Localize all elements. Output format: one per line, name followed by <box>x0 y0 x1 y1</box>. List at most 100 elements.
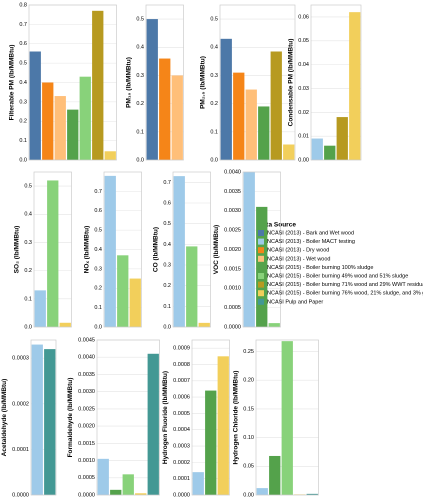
y-tick-label: 0.0030 <box>78 389 95 395</box>
bar <box>270 51 282 160</box>
bar <box>104 175 116 327</box>
y-tick-label: 0.5 <box>24 184 32 190</box>
y-tick-label: 0.0009 <box>173 346 190 352</box>
y-tick-label: 0.0040 <box>78 355 95 361</box>
y-axis-title: PM₂.₅ (lb/MMBtu) <box>199 56 206 109</box>
legend-label: NCASI (2015) - Boiler burning 76% wood, … <box>267 291 423 297</box>
y-axis-title: Filterable PM (lb/MMBtu) <box>8 45 15 121</box>
legend-swatch <box>258 298 264 305</box>
bar <box>256 488 268 495</box>
y-tick-label: 0.0 <box>24 324 32 330</box>
y-axis-title: PM₁₀ (lb/MMBtu) <box>125 57 132 108</box>
y-axis-title: Hydrogen Chloride (lb/MMBtu) <box>232 371 239 465</box>
bar <box>311 138 323 160</box>
y-tick-label: 0.0002 <box>173 460 190 466</box>
legend-label: NCASI (2013) - Bark and Wet wood <box>267 230 354 236</box>
bar <box>47 180 59 327</box>
y-tick-label: 0.5 <box>163 221 171 227</box>
bar <box>198 322 210 327</box>
y-tick-label: 0.0005 <box>173 411 190 417</box>
y-tick-label: 0.0025 <box>78 406 95 412</box>
legend-label: NCASI Pulp and Paper <box>267 299 323 305</box>
y-tick-label: 0.0004 <box>173 427 190 433</box>
legend-swatch <box>258 255 264 262</box>
y-tick-label: 0.0 <box>163 324 171 330</box>
y-tick-label: 0.0007 <box>173 378 190 384</box>
y-tick-label: 0.0015 <box>78 441 95 447</box>
plot-frame <box>145 4 184 161</box>
y-tick-label: 0.15 <box>243 406 254 412</box>
y-tick-label: 0.7 <box>19 22 27 28</box>
plot-frame <box>30 339 57 496</box>
bar <box>110 489 122 495</box>
y-axis-title: NOₓ (lb/MMBtu) <box>83 226 90 274</box>
bar <box>324 145 336 160</box>
y-tick-label: 0.5 <box>94 228 102 234</box>
y-tick-label: 0.3 <box>136 73 144 79</box>
y-tick-label: 0.0020 <box>224 247 241 253</box>
bar <box>186 246 198 327</box>
y-tick-label: 0.0015 <box>224 266 241 272</box>
y-tick-label: 0.0006 <box>173 395 190 401</box>
y-tick-label: 0.3 <box>94 266 102 272</box>
y-axis-title: VOC (lb/MMBtu) <box>213 225 220 274</box>
y-tick-label: 0.6 <box>94 208 102 214</box>
bar <box>306 493 318 495</box>
y-tick-label: 0.0010 <box>78 458 95 464</box>
y-tick-label: 0.0003 <box>173 444 190 450</box>
bar <box>281 341 293 495</box>
legend-swatch <box>258 230 264 236</box>
y-tick-label: 0.0045 <box>78 337 95 343</box>
y-tick-label: 0.3 <box>163 262 171 268</box>
y-tick-label: 0.25 <box>243 349 254 355</box>
y-tick-label: 0.2 <box>210 101 218 107</box>
bar <box>147 353 159 495</box>
y-tick-label: 0.6 <box>163 200 171 206</box>
y-tick-label: 0.0000 <box>12 492 29 498</box>
y-tick-label: 0.0 <box>94 324 102 330</box>
y-tick-label: 0.02 <box>298 110 309 116</box>
bar <box>233 72 245 160</box>
y-tick-label: 0.1 <box>24 296 32 302</box>
legend-swatch <box>258 247 264 254</box>
plot-frame <box>219 4 296 161</box>
bar <box>269 455 281 495</box>
bar <box>268 323 280 327</box>
y-tick-label: 0.0005 <box>224 305 241 311</box>
y-tick-label: 0.5 <box>210 17 218 23</box>
y-tick-label: 0.0000 <box>173 492 190 498</box>
y-tick-label: 0.0005 <box>78 475 95 481</box>
bar <box>129 278 141 327</box>
y-tick-label: 0.3 <box>24 240 32 246</box>
bar <box>59 322 71 327</box>
y-tick-label: 0.5 <box>136 17 144 23</box>
y-tick-label: 0.4 <box>94 247 102 253</box>
y-tick-label: 0.0 <box>136 157 144 163</box>
y-tick-label: 0.1 <box>19 138 27 144</box>
plot-frame <box>103 171 142 328</box>
y-axis-title: Formaldehyde (lb/MMBtu) <box>67 378 74 458</box>
y-tick-label: 0.01 <box>298 134 309 140</box>
bar <box>159 58 171 160</box>
y-tick-label: 0.0 <box>210 157 218 163</box>
bar <box>97 458 109 495</box>
y-tick-label: 0.0010 <box>224 286 241 292</box>
plot-frame <box>242 171 281 328</box>
y-tick-label: 0.2 <box>163 283 171 289</box>
plot-frame <box>172 171 211 328</box>
y-axis-title: SO₂ (lb/MMBtu) <box>13 226 20 274</box>
plot-frame <box>310 4 362 161</box>
legend-label: NCASI (2013) - Boiler MACT testing <box>267 239 355 245</box>
legend-swatch <box>258 290 264 297</box>
y-tick-label: 0.0003 <box>12 356 29 362</box>
bar <box>34 290 46 327</box>
legend-swatch <box>258 281 264 288</box>
y-axis-title: Condensable PM (lb/MMBtu) <box>287 39 294 127</box>
bar <box>122 474 134 495</box>
bar <box>117 255 129 327</box>
y-tick-label: 0.2 <box>94 286 102 292</box>
bar <box>171 75 183 160</box>
y-axis-title: Acetaldehyde (lb/MMBtu) <box>1 379 8 457</box>
legend-title: Data Source <box>258 222 296 229</box>
bar <box>92 10 104 160</box>
